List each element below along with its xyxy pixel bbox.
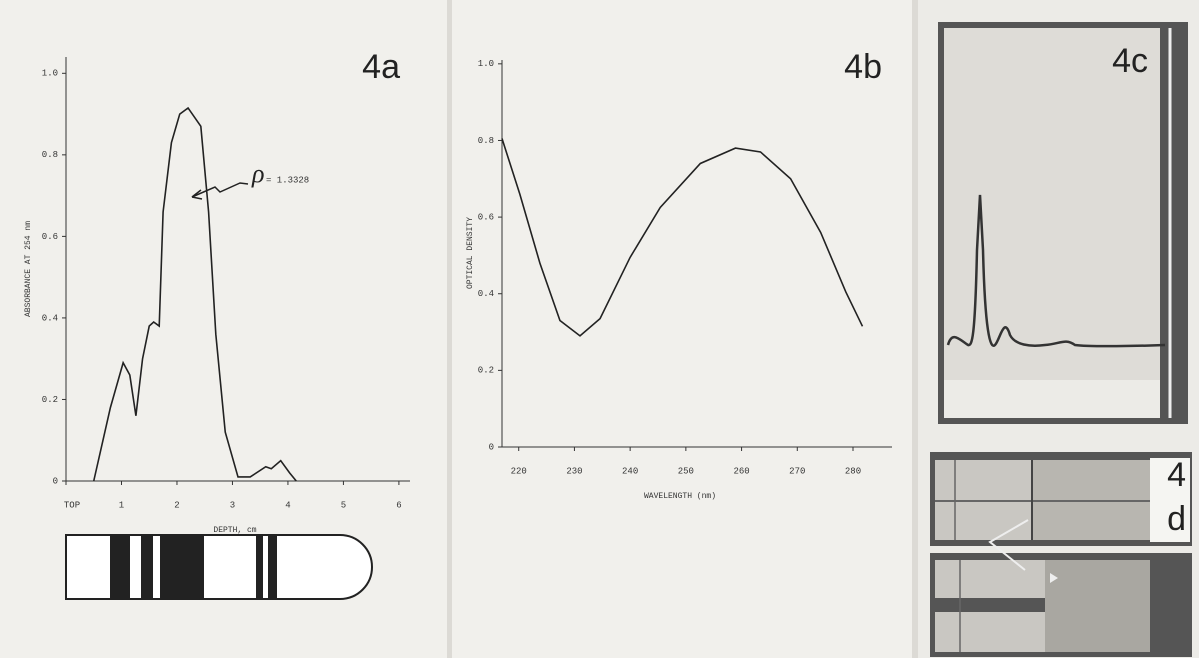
- y-tick-label: 0.2: [42, 395, 58, 405]
- y-tick-label: 0.4: [478, 289, 494, 299]
- data-line: [92, 106, 297, 482]
- annotation: = 1.3328: [266, 175, 309, 185]
- photo-d: [930, 452, 1192, 657]
- panel-c-label: 4c: [1112, 42, 1148, 80]
- y-tick-label: 0: [489, 442, 494, 452]
- data-line: [501, 138, 864, 337]
- x-tick-label: 6: [396, 500, 401, 510]
- y-tick-label: 1.0: [42, 69, 58, 79]
- x-tick-label: 5: [341, 500, 346, 510]
- x-axis-label: DEPTH, cm: [213, 526, 256, 535]
- x-tick-label: 2: [174, 500, 179, 510]
- y-tick-label: 0.4: [42, 313, 58, 323]
- rho-symbol: ρ: [251, 159, 264, 188]
- x-tick-label: TOP: [64, 500, 80, 510]
- x-tick-label: 270: [789, 466, 805, 476]
- y-tick-label: 0.6: [42, 232, 58, 242]
- panel-label: 4a: [362, 48, 400, 86]
- y-tick-label: 1.0: [478, 59, 494, 69]
- x-tick-label: 220: [511, 466, 527, 476]
- y-axis-label: ABSORBANCE AT 254 nm: [24, 221, 33, 317]
- y-tick-label: 0: [53, 476, 58, 486]
- x-tick-label: 250: [678, 466, 694, 476]
- y-tick-label: 0.8: [42, 150, 58, 160]
- x-tick-label: 4: [285, 500, 290, 510]
- y-tick-label: 0.2: [478, 366, 494, 376]
- tube-diagram: [65, 534, 373, 600]
- x-tick-label: 280: [845, 466, 861, 476]
- x-tick-label: 230: [566, 466, 582, 476]
- x-tick-label: 1: [119, 500, 124, 510]
- panel-d-label: 4: [1167, 456, 1186, 494]
- y-tick-label: 0.8: [478, 136, 494, 146]
- x-tick-label: 3: [230, 500, 235, 510]
- y-axis-label: OPTICAL DENSITY: [466, 217, 475, 289]
- panel-d-label: d: [1167, 500, 1186, 538]
- x-tick-label: 240: [622, 466, 638, 476]
- x-tick-label: 260: [733, 466, 749, 476]
- y-tick-label: 0.6: [478, 212, 494, 222]
- panel-b: [452, 0, 912, 658]
- panel-label: 4b: [844, 48, 882, 86]
- photo-c: [938, 22, 1188, 424]
- x-axis-label: WAVELENGTH (nm): [644, 492, 716, 501]
- arrow-head: [191, 189, 203, 200]
